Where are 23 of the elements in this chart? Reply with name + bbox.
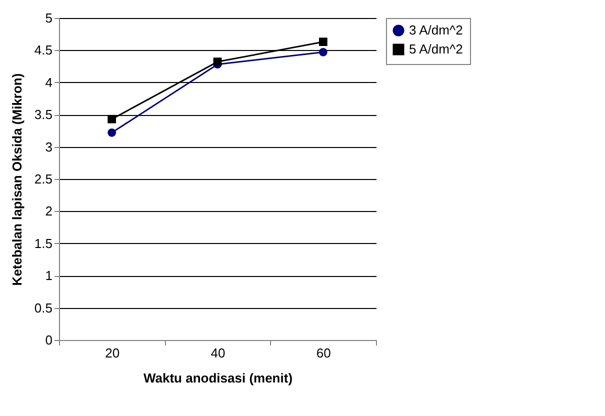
y-tick-label: 0.5	[34, 300, 52, 316]
y-axis-title: Ketebalan lapisan Oksida (Mikron)	[9, 73, 24, 286]
y-tick-label: 1.5	[34, 236, 52, 251]
point	[318, 48, 328, 56]
x-tick-label: 60	[316, 346, 331, 360]
y-tick-label: 4	[45, 74, 52, 90]
legend-label: 5 A/dm^2	[409, 42, 463, 56]
x-tick-label: 40	[210, 346, 226, 360]
point	[318, 38, 328, 46]
y-tick-label: 1	[45, 268, 52, 284]
y-tick-label: 2	[45, 204, 52, 219]
x-tick-label: 20	[105, 346, 120, 360]
point	[213, 58, 222, 66]
legend-label: 3 A/dm^2	[409, 22, 463, 38]
y-tick-label: 0	[45, 332, 52, 348]
y-tick-label: 4.5	[34, 42, 52, 58]
point	[108, 128, 116, 137]
point	[108, 114, 116, 124]
x-axis-title: Waktu anodisasi (menit)	[143, 370, 293, 386]
y-tick-label: 5	[45, 10, 52, 26]
y-tick-label: 3.5	[34, 107, 52, 122]
y-tick-label: 3	[45, 139, 52, 154]
y-tick-label: 2.5	[34, 172, 52, 186]
